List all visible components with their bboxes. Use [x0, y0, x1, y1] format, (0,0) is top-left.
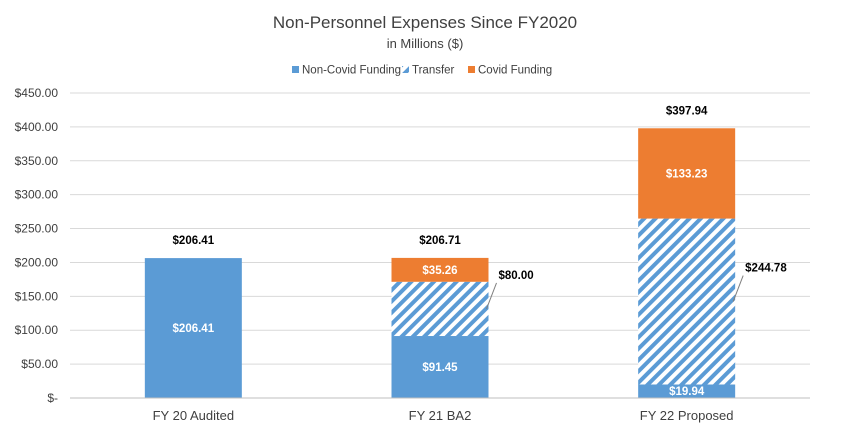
y-tick-label: $450.00 — [15, 86, 59, 100]
bar-segment — [638, 128, 736, 219]
x-category-label: FY 22 Proposed — [640, 408, 734, 423]
y-tick-label: $300.00 — [15, 188, 59, 202]
total-label: $397.94 — [666, 105, 708, 117]
bar-segment — [638, 384, 736, 398]
legend-label: Transfer — [412, 65, 455, 77]
data-labels: $206.41 $206.41 $91.45 $80.00 $35.26 $206.71 $… — [173, 105, 788, 398]
y-tick-label: $100.00 — [15, 323, 59, 337]
x-axis: FY 20 Audited FY 21 BA2 FY 22 Proposed — [70, 397, 810, 423]
bar-segment — [638, 218, 736, 385]
y-tick-label: $150.00 — [15, 289, 59, 303]
bars — [144, 128, 736, 398]
bar-segment — [144, 258, 242, 398]
bar-segment — [391, 336, 489, 398]
leader-line — [486, 282, 497, 310]
legend-label: Covid Funding — [478, 65, 552, 77]
y-tick-label: $50.00 — [21, 357, 58, 371]
y-tick-label: $200.00 — [15, 255, 59, 269]
bar-segment — [391, 281, 489, 337]
bar-segment — [391, 257, 489, 282]
y-tick-label: $- — [47, 391, 58, 405]
legend: Non-Covid Funding Transfer Covid Funding — [292, 65, 552, 77]
data-label: $35.26 — [422, 265, 457, 277]
data-label: $80.00 — [499, 270, 534, 282]
data-label: $133.23 — [666, 168, 708, 180]
legend-label: Non-Covid Funding — [302, 65, 401, 77]
chart-subtitle: in Millions ($) — [387, 36, 464, 51]
total-label: $206.41 — [173, 235, 215, 247]
x-category-label: FY 20 Audited — [153, 408, 234, 423]
data-label: $91.45 — [422, 362, 458, 374]
leader-line — [732, 275, 744, 302]
data-label: $19.94 — [669, 386, 705, 398]
legend-swatch — [402, 66, 409, 73]
chart-title: Non-Personnel Expenses Since FY2020 — [273, 13, 577, 32]
total-label: $206.71 — [419, 235, 461, 247]
data-label: $206.41 — [173, 323, 215, 335]
y-axis: $- $50.00 $100.00 $150.00 $200.00 $250.00 $300… — [15, 86, 59, 405]
legend-swatch — [468, 66, 475, 73]
x-category-label: FY 21 BA2 — [409, 408, 472, 423]
y-tick-label: $400.00 — [15, 120, 59, 134]
y-tick-label: $250.00 — [15, 222, 59, 236]
legend-swatch — [292, 66, 299, 73]
y-tick-label: $350.00 — [15, 154, 59, 168]
data-label: $244.78 — [745, 263, 787, 275]
